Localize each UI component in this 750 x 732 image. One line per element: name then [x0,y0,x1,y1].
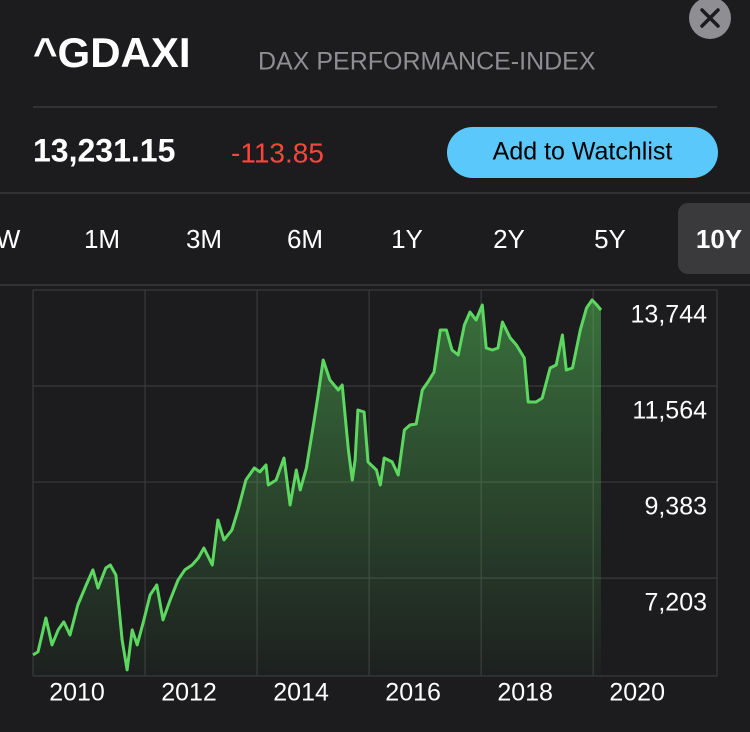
tab-label: 2Y [493,224,525,254]
close-icon [700,8,720,28]
selected-tab-bg [678,203,750,274]
price-area [33,300,601,676]
range-tab[interactable]: 3M [186,224,222,254]
close-button[interactable] [689,0,731,39]
range-tab[interactable]: W [0,224,21,254]
x-tick-label: 2010 [49,679,105,707]
y-tick-label: 7,203 [644,589,707,617]
range-tab[interactable]: 1M [84,224,120,254]
range-tab[interactable]: 1Y [391,224,423,254]
range-tab[interactable]: 10Y [678,203,750,274]
tab-label: W [0,224,21,254]
x-tick-label: 2014 [273,679,329,707]
range-tab[interactable]: 6M [287,224,323,254]
symbol: ^GDAXI [33,29,191,76]
button-bg [447,127,718,178]
tab-label: 10Y [696,224,742,254]
x-tick-label: 2018 [497,679,553,707]
y-tick-label: 11,564 [632,397,707,425]
tab-label: 3M [186,224,222,254]
tab-label: 1Y [391,224,423,254]
tab-label: 1M [84,224,120,254]
price-line [32,298,603,672]
range-tab[interactable]: 5Y [594,224,626,254]
range-tab[interactable]: 2Y [493,224,525,254]
x-tick-label: 2020 [609,679,665,707]
price: 13,231.15 [33,132,175,168]
tab-label: 6M [287,224,323,254]
index-name: DAX PERFORMANCE-INDEX [258,48,596,76]
tab-label: 5Y [594,224,626,254]
watchlist-button[interactable]: Add to Watchlist [447,127,718,178]
y-tick-label: 9,383 [644,493,707,521]
y-tick-label: 13,744 [631,301,708,329]
price-chart: 13,744 11,564 9,383 7,203 2010 2012 2014 2016 20… [32,289,718,707]
button-label: Add to Watchlist [493,138,673,166]
price-change: -113.85 [231,137,324,168]
x-tick-label: 2016 [385,679,441,707]
x-tick-label: 2012 [161,679,217,707]
range-tabs: W 1M 3M 6M 1Y 2Y 5Y 10Y [0,203,750,274]
